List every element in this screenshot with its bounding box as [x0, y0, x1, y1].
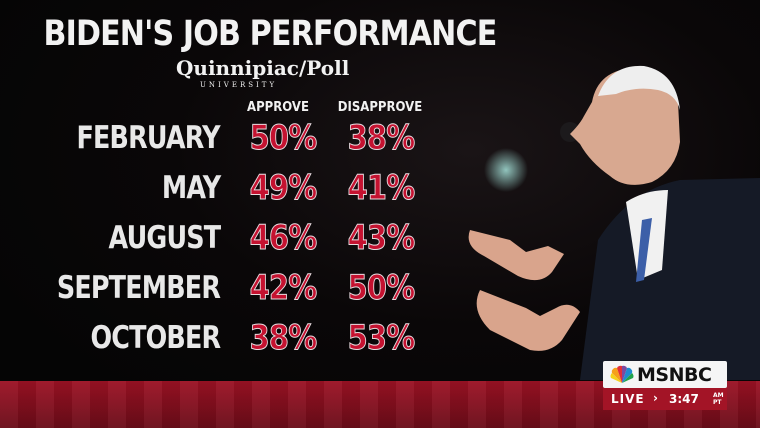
column-header-approve: APPROVE: [247, 100, 309, 115]
live-badge: LIVE › 3:47 AM PT: [603, 388, 727, 410]
column-header-disapprove: DISAPPROVE: [337, 100, 423, 115]
live-time: 3:47: [669, 392, 699, 406]
speaker-photo: [468, 65, 760, 380]
approve-value: 38%: [249, 318, 317, 359]
chevron-right-icon: ›: [653, 391, 658, 405]
approve-value: 49%: [249, 168, 317, 209]
row-label: FEBRUARY: [76, 120, 221, 156]
live-label: LIVE: [611, 392, 645, 406]
row-label: SEPTEMBER: [56, 270, 221, 306]
peacock-icon: [610, 365, 634, 383]
logo-name: Quinnipiac/Poll: [176, 56, 350, 80]
network-name: MSNBC: [637, 364, 712, 386]
row-label: MAY: [161, 170, 221, 206]
disapprove-value: 38%: [347, 118, 415, 159]
chart-title: BIDEN'S JOB PERFORMANCE: [43, 14, 498, 54]
approve-value: 42%: [249, 268, 317, 309]
network-bug: MSNBC: [603, 361, 727, 388]
disapprove-value: 50%: [347, 268, 415, 309]
row-label: OCTOBER: [90, 320, 221, 356]
live-timezone: AM PT: [713, 392, 724, 406]
disapprove-value: 53%: [347, 318, 415, 359]
disapprove-value: 41%: [347, 168, 415, 209]
logo-sub: UNIVERSITY: [200, 81, 278, 89]
quinnipiac-poll-logo: Quinnipiac/Poll UNIVERSITY: [176, 56, 356, 96]
approve-value: 46%: [249, 218, 317, 259]
row-label: AUGUST: [108, 220, 221, 256]
disapprove-value: 43%: [347, 218, 415, 259]
approve-value: 50%: [249, 118, 317, 159]
